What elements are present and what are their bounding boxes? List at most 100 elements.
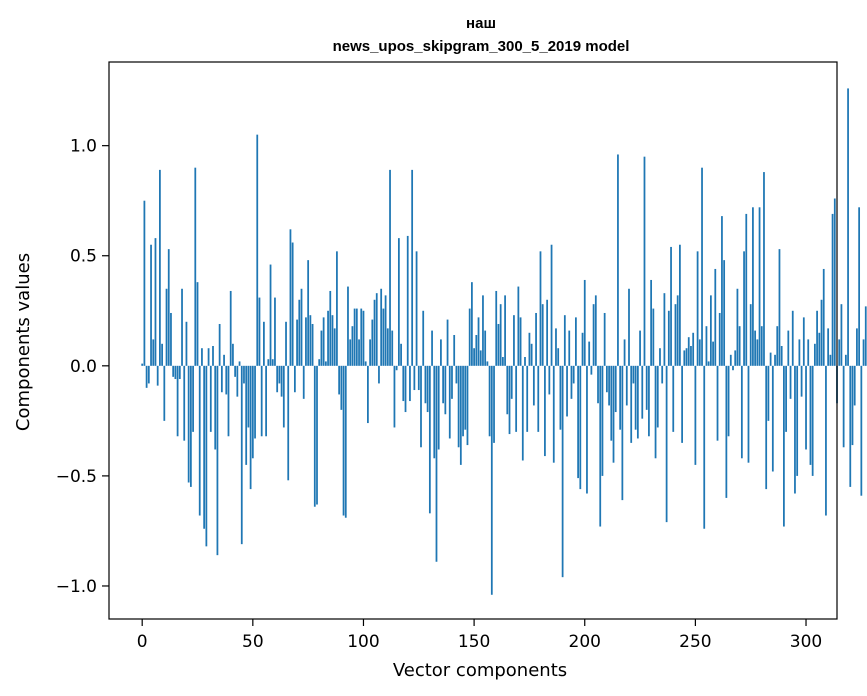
bar-265 — [727, 365, 730, 437]
bar-286 — [774, 354, 776, 366]
bar-313 — [833, 198, 836, 366]
bar-293 — [789, 365, 792, 399]
bar-161 — [497, 323, 500, 366]
bar-235 — [661, 365, 664, 384]
bar-139 — [448, 365, 451, 439]
bar-264 — [725, 365, 728, 498]
x-axis-label: Vector components — [393, 660, 567, 681]
bar-50 — [251, 365, 254, 459]
bar-311 — [829, 354, 832, 366]
bar-160 — [495, 290, 498, 366]
bar-219 — [625, 365, 628, 406]
bar-45 — [240, 365, 243, 545]
bar-292 — [787, 330, 790, 366]
bar-115 — [395, 365, 398, 371]
bars-group — [141, 88, 867, 595]
bar-249 — [692, 332, 695, 366]
bar-6 — [154, 238, 157, 366]
bar-283 — [767, 365, 770, 421]
bar-258 — [712, 341, 714, 366]
bar-90 — [340, 365, 343, 410]
bar-134 — [437, 365, 440, 450]
bar-259 — [714, 268, 717, 366]
bar-178 — [535, 312, 537, 366]
bar-206 — [597, 365, 599, 404]
bar-263 — [723, 260, 726, 366]
bar-244 — [681, 365, 683, 443]
bar-125 — [417, 365, 420, 391]
plot-frame — [108, 61, 838, 620]
bar-215 — [617, 154, 619, 366]
bar-211 — [608, 365, 610, 406]
bar-248 — [690, 346, 692, 366]
bar-40 — [229, 290, 232, 366]
bar-182 — [544, 365, 546, 457]
bar-306 — [818, 332, 821, 366]
bar-109 — [382, 308, 385, 366]
bar-94 — [349, 339, 352, 366]
bar-327 — [864, 306, 867, 366]
bar-5 — [152, 339, 155, 366]
y-tick-label: −1.0 — [56, 577, 97, 597]
bar-41 — [232, 343, 234, 366]
x-tick-label: 50 — [242, 632, 264, 652]
bar-56 — [265, 365, 267, 437]
bar-242 — [676, 295, 679, 366]
bar-156 — [486, 361, 489, 366]
bar-44 — [238, 361, 241, 366]
bar-315 — [838, 339, 841, 366]
bar-239 — [670, 246, 672, 366]
bar-123 — [413, 365, 416, 391]
bar-71 — [298, 299, 301, 366]
bar-87 — [333, 328, 336, 366]
bar-285 — [771, 365, 774, 472]
bar-25 — [196, 282, 199, 366]
x-tick-label: 300 — [790, 632, 822, 652]
bar-37 — [223, 354, 225, 366]
bar-91 — [342, 365, 345, 516]
bar-72 — [300, 288, 303, 366]
bar-108 — [380, 288, 383, 366]
bar-39 — [227, 365, 230, 437]
bar-298 — [800, 365, 803, 397]
bar-186 — [552, 365, 555, 463]
bar-175 — [528, 332, 531, 366]
bar-28 — [203, 365, 206, 529]
bar-17 — [178, 365, 181, 380]
bar-187 — [555, 328, 557, 366]
bar-114 — [393, 365, 396, 428]
bar-267 — [732, 365, 734, 371]
bar-199 — [581, 332, 584, 366]
bar-135 — [440, 339, 442, 366]
bar-195 — [572, 365, 575, 384]
y-tick-label: −0.5 — [56, 467, 97, 487]
bar-29 — [205, 365, 208, 547]
x-tick-label: 250 — [679, 632, 711, 652]
bar-296 — [796, 365, 799, 476]
bar-46 — [243, 365, 245, 384]
bar-54 — [260, 365, 263, 437]
bar-255 — [705, 326, 708, 366]
bar-225 — [639, 330, 641, 366]
bar-130 — [428, 365, 431, 514]
bar-63 — [280, 365, 283, 397]
bar-147 — [466, 365, 469, 446]
bar-273 — [745, 213, 748, 366]
bar-261 — [718, 312, 721, 366]
bar-126 — [420, 365, 422, 448]
bar-172 — [521, 365, 524, 461]
bar-3 — [147, 365, 150, 384]
bar-104 — [371, 319, 374, 366]
bar-203 — [590, 365, 593, 375]
bar-207 — [599, 365, 602, 527]
bar-276 — [752, 207, 754, 366]
bar-143 — [457, 365, 460, 448]
bar-181 — [541, 304, 544, 366]
bar-300 — [805, 365, 807, 450]
bar-268 — [734, 350, 737, 366]
bar-133 — [435, 365, 438, 562]
bar-53 — [258, 297, 261, 366]
bar-77 — [311, 323, 314, 366]
bar-32 — [212, 346, 214, 366]
